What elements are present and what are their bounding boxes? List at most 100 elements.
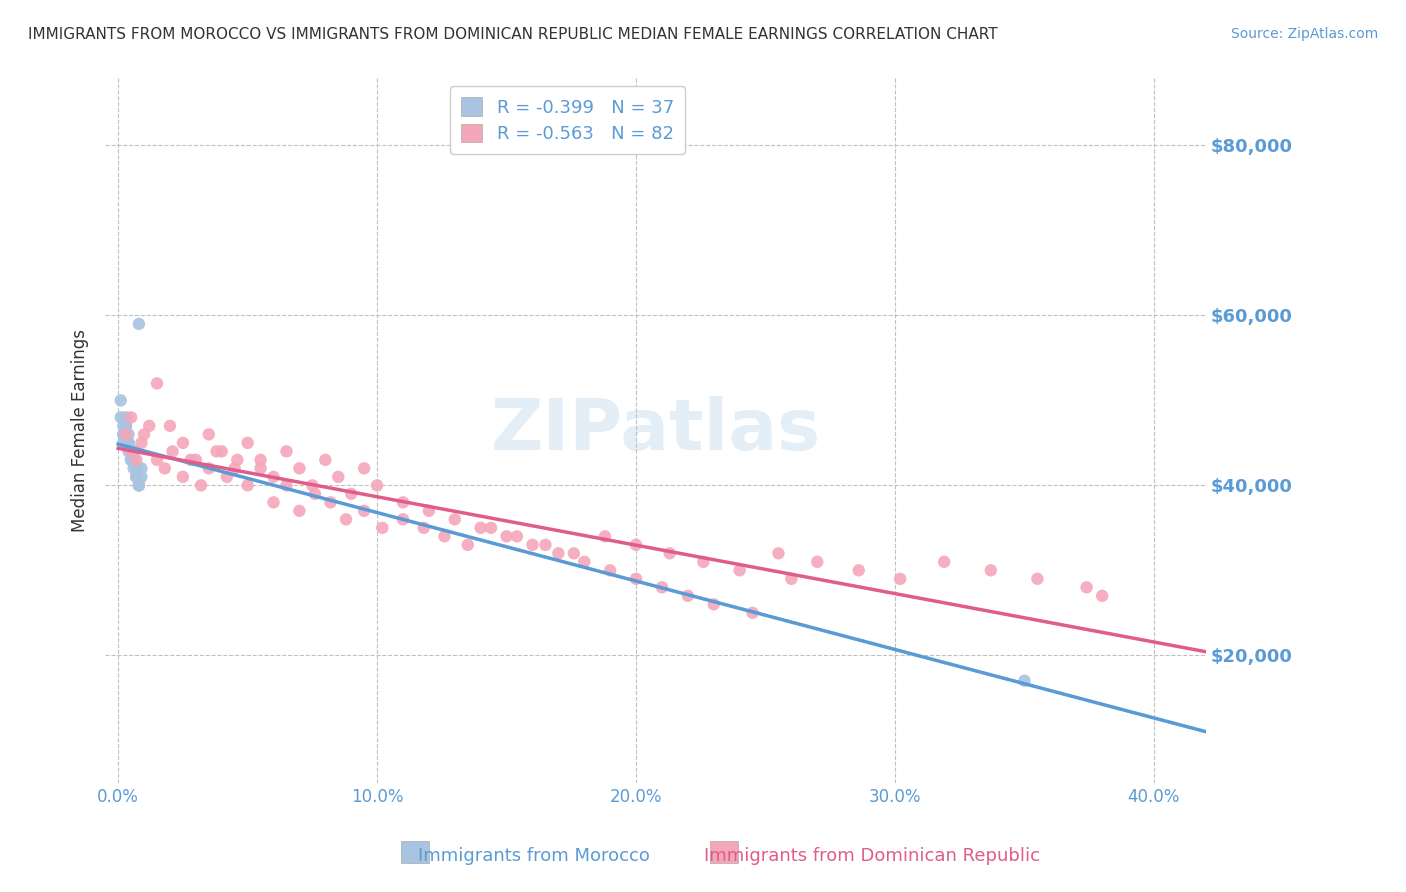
Point [120,410,142,425]
Point [122,444,145,458]
Point [433,529,456,543]
Point [728,563,751,577]
Text: IMMIGRANTS FROM MOROCCO VS IMMIGRANTS FROM DOMINICAN REPUBLIC MEDIAN FEMALE EARN: IMMIGRANTS FROM MOROCCO VS IMMIGRANTS FR… [28,27,998,42]
Point [479,521,502,535]
Point [128,478,150,492]
Point [115,418,138,433]
Point [131,470,153,484]
Point [593,529,616,543]
Point [132,427,155,442]
Point [263,470,285,484]
Point [495,529,517,543]
Point [197,461,219,475]
Point [120,444,142,458]
Text: Immigrants from Dominican Republic: Immigrants from Dominican Republic [704,847,1039,865]
Point [335,512,357,526]
FancyBboxPatch shape [401,841,429,863]
Point [1026,572,1049,586]
Point [197,427,219,442]
Point [112,427,135,442]
Point [263,495,285,509]
Point [128,478,150,492]
Point [314,453,336,467]
Point [328,470,350,484]
Point [215,470,238,484]
Point [599,563,621,577]
Point [768,546,790,560]
Point [180,453,202,467]
Text: Source: ZipAtlas.com: Source: ZipAtlas.com [1230,27,1378,41]
Point [153,461,176,475]
Point [980,563,1002,577]
Text: Immigrants from Morocco: Immigrants from Morocco [419,847,650,865]
Point [122,453,145,467]
Point [366,478,388,492]
FancyBboxPatch shape [710,841,738,863]
Point [658,546,681,560]
Point [848,563,870,577]
Point [651,580,673,594]
Point [457,538,479,552]
Point [117,435,139,450]
Point [353,461,375,475]
Point [703,597,725,611]
Point [122,461,145,475]
Point [443,512,465,526]
Point [304,487,326,501]
Point [934,555,956,569]
Point [412,521,434,535]
Point [117,435,139,450]
Point [120,453,142,467]
Point [131,435,153,450]
Point [236,435,259,450]
Point [676,589,699,603]
Point [418,504,440,518]
Point [1091,589,1114,603]
Point [122,453,145,467]
Point [889,572,911,586]
Point [506,529,529,543]
Point [211,444,233,458]
Point [547,546,569,560]
Point [276,444,298,458]
Point [276,478,298,492]
Point [115,427,138,442]
Point [120,453,142,467]
Point [128,317,150,331]
Point [534,538,557,552]
Point [172,435,194,450]
Point [125,461,148,475]
Point [301,478,323,492]
Point [205,444,228,458]
Point [146,376,169,391]
Point [112,435,135,450]
Point [110,393,132,408]
Point [1076,580,1098,594]
Point [319,495,342,509]
Point [125,470,148,484]
Point [190,478,212,492]
Point [224,461,246,475]
Point [392,495,415,509]
Point [574,555,596,569]
Point [112,427,135,442]
Point [122,444,145,458]
Point [522,538,544,552]
Y-axis label: Median Female Earnings: Median Female Earnings [72,328,89,532]
Point [117,444,139,458]
Point [288,504,311,518]
Point [138,418,160,433]
Text: ZIPatlas: ZIPatlas [491,396,821,465]
Legend: R = -0.399   N = 37, R = -0.563   N = 82: R = -0.399 N = 37, R = -0.563 N = 82 [450,87,685,154]
Point [780,572,803,586]
Point [236,478,259,492]
Point [562,546,585,560]
Point [115,427,138,442]
Point [115,427,138,442]
Point [146,453,169,467]
Point [249,453,271,467]
Point [117,435,139,450]
Point [692,555,714,569]
Point [624,538,647,552]
Point [112,418,135,433]
